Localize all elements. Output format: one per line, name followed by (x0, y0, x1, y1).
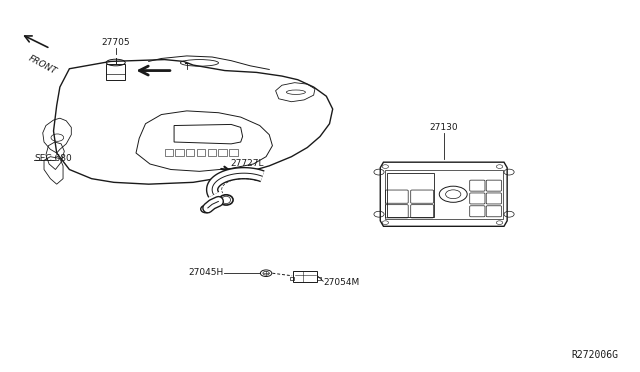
Text: 27727L: 27727L (230, 160, 264, 169)
Bar (175, 149, 184, 156)
Bar (164, 149, 173, 156)
Bar (208, 149, 216, 156)
Text: 27130: 27130 (429, 123, 458, 132)
Text: FRONT: FRONT (27, 53, 58, 76)
Bar (218, 149, 227, 156)
Bar (186, 149, 195, 156)
Text: 27045H: 27045H (188, 267, 223, 277)
Text: SEC.680: SEC.680 (35, 154, 72, 163)
Bar (197, 149, 205, 156)
Bar (229, 149, 237, 156)
Text: R272006G: R272006G (571, 350, 618, 360)
Text: 27054M: 27054M (323, 278, 360, 286)
Bar (317, 276, 321, 280)
Bar (293, 271, 317, 282)
Bar (387, 173, 434, 217)
Bar (290, 276, 294, 280)
Text: 27705: 27705 (101, 38, 130, 47)
